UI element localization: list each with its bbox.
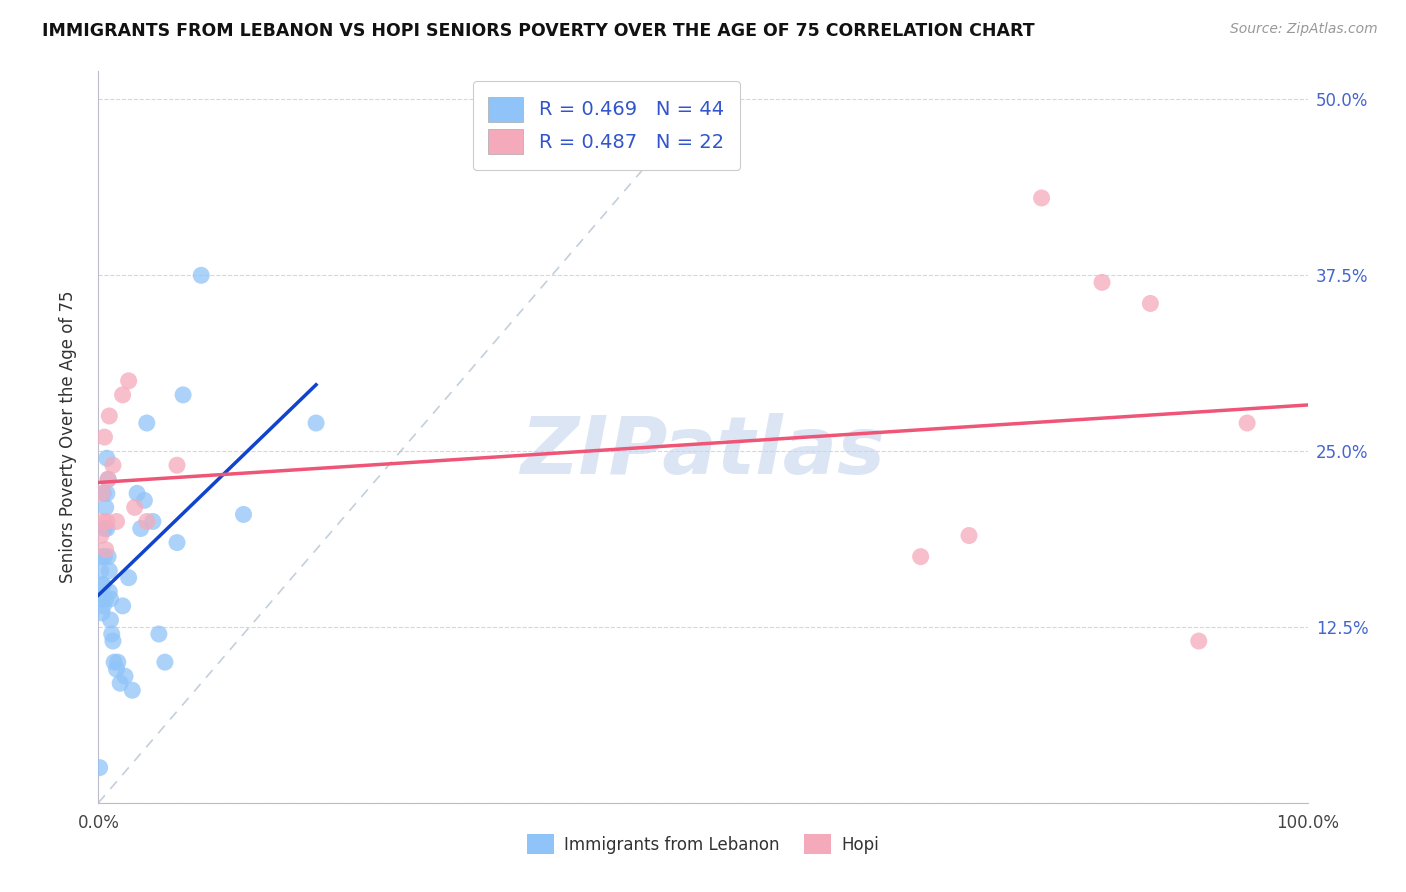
Point — [93, 549, 115, 564]
Point — [1188, 634, 1211, 648]
Point — [90, 564, 112, 578]
Point — [96, 515, 118, 529]
Point — [124, 500, 146, 515]
Point — [100, 613, 122, 627]
Point — [94, 591, 117, 606]
Point — [97, 549, 120, 564]
Point — [93, 521, 115, 535]
Point — [134, 493, 156, 508]
Point — [108, 676, 131, 690]
Point — [111, 599, 134, 613]
Point — [100, 627, 122, 641]
Point — [114, 669, 136, 683]
Point — [97, 472, 120, 486]
Point — [91, 486, 114, 500]
Point — [105, 515, 128, 529]
Point — [118, 374, 141, 388]
Point — [172, 388, 194, 402]
Point — [89, 761, 111, 775]
Point — [1031, 191, 1053, 205]
Point — [127, 486, 149, 500]
Point — [91, 486, 114, 500]
Point — [129, 521, 152, 535]
Point — [148, 627, 170, 641]
Y-axis label: Seniors Poverty Over the Age of 75: Seniors Poverty Over the Age of 75 — [59, 291, 77, 583]
Text: ZIPatlas: ZIPatlas — [520, 413, 886, 491]
Point — [305, 416, 328, 430]
Point — [98, 409, 121, 423]
Point — [107, 655, 129, 669]
Point — [103, 655, 125, 669]
Point — [96, 451, 118, 466]
Point — [98, 564, 121, 578]
Point — [91, 606, 114, 620]
Point — [96, 521, 118, 535]
Point — [121, 683, 143, 698]
Point — [190, 268, 212, 283]
Text: IMMIGRANTS FROM LEBANON VS HOPI SENIORS POVERTY OVER THE AGE OF 75 CORRELATION C: IMMIGRANTS FROM LEBANON VS HOPI SENIORS … — [42, 22, 1035, 40]
Point — [101, 458, 124, 473]
Point — [1139, 296, 1161, 310]
Point — [91, 515, 114, 529]
Point — [98, 584, 121, 599]
Point — [101, 634, 124, 648]
Point — [142, 515, 165, 529]
Point — [232, 508, 254, 522]
Point — [91, 578, 114, 592]
Point — [97, 472, 120, 486]
Point — [153, 655, 176, 669]
Text: Source: ZipAtlas.com: Source: ZipAtlas.com — [1230, 22, 1378, 37]
Point — [1091, 276, 1114, 290]
Point — [957, 528, 980, 542]
Point — [94, 500, 117, 515]
Point — [135, 416, 157, 430]
Point — [105, 662, 128, 676]
Point — [93, 430, 115, 444]
Point — [94, 542, 117, 557]
Point — [91, 599, 114, 613]
Legend: Immigrants from Lebanon, Hopi: Immigrants from Lebanon, Hopi — [520, 828, 886, 860]
Point — [118, 571, 141, 585]
Point — [166, 458, 188, 473]
Point — [100, 591, 122, 606]
Point — [166, 535, 188, 549]
Point — [96, 486, 118, 500]
Point — [1236, 416, 1258, 430]
Point — [90, 591, 112, 606]
Point — [135, 515, 157, 529]
Point — [90, 528, 112, 542]
Point — [111, 388, 134, 402]
Point — [91, 549, 114, 564]
Point — [910, 549, 932, 564]
Point — [91, 578, 114, 592]
